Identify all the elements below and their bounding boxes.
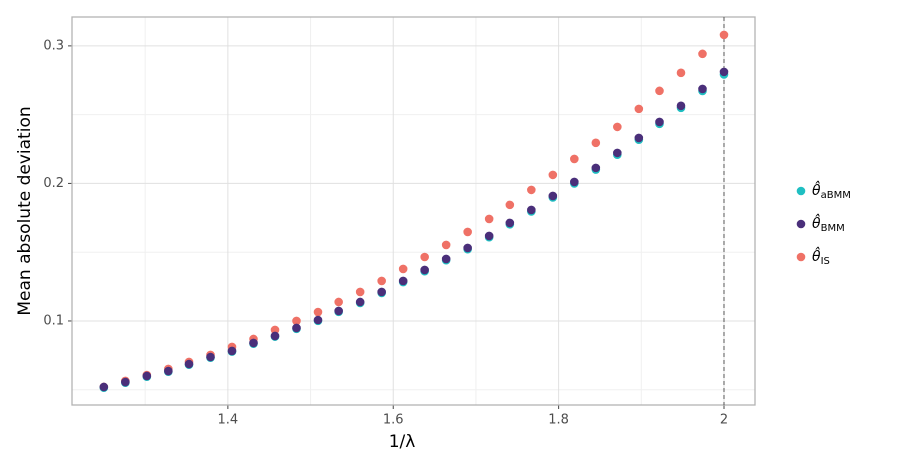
- legend-label: θ̂aBMM: [812, 180, 851, 201]
- y-tick-label: 0.1: [43, 313, 64, 328]
- point: [292, 316, 301, 326]
- point: [441, 240, 451, 250]
- point: [441, 254, 451, 264]
- point: [634, 104, 644, 114]
- point: [676, 101, 686, 111]
- x-tick-label: 2: [720, 413, 728, 428]
- panel-border: [71, 16, 756, 406]
- point: [420, 265, 429, 275]
- point: [142, 371, 152, 381]
- point: [270, 331, 280, 341]
- legend-label: θ̂BMM: [812, 213, 845, 234]
- point: [355, 287, 365, 297]
- point: [249, 338, 258, 348]
- legend-name: IS: [821, 256, 830, 267]
- legend-marker: [796, 186, 806, 196]
- point: [463, 227, 472, 237]
- point: [164, 366, 173, 376]
- point: [505, 200, 515, 210]
- point: [698, 84, 707, 94]
- point: [355, 297, 365, 307]
- point: [334, 306, 343, 316]
- legend-symbol: θ̂: [812, 246, 821, 265]
- point: [121, 377, 130, 387]
- x-axis-label: 1/λ: [389, 432, 416, 452]
- point: [270, 325, 280, 335]
- point: [570, 177, 579, 187]
- point: [591, 163, 601, 173]
- point: [313, 315, 323, 325]
- point: [484, 214, 494, 224]
- point: [227, 346, 237, 356]
- point: [484, 231, 494, 241]
- point: [570, 154, 579, 164]
- x-tick-label: 1.8: [548, 413, 569, 428]
- legend-name: BMM: [821, 223, 845, 234]
- point: [505, 218, 515, 228]
- point: [548, 170, 558, 180]
- legend-symbol: θ̂: [812, 213, 821, 232]
- y-axis-label: Mean absolute deviation: [15, 106, 35, 315]
- point: [398, 276, 408, 286]
- point: [292, 323, 301, 333]
- y-tick-label: 0.2: [43, 176, 64, 191]
- point: [377, 287, 386, 297]
- legend-marker: [796, 252, 806, 262]
- x-tick-label: 1.4: [218, 413, 239, 428]
- point: [634, 133, 644, 143]
- point: [548, 191, 558, 201]
- point: [719, 30, 729, 40]
- point: [99, 382, 109, 392]
- point: [313, 307, 323, 317]
- point: [377, 276, 386, 286]
- legend-label: θ̂IS: [812, 246, 830, 267]
- x-tick-label: 1.6: [383, 413, 404, 428]
- point: [613, 148, 622, 158]
- point: [613, 122, 622, 132]
- point: [655, 117, 664, 127]
- legend-name: aBMM: [821, 190, 851, 201]
- point: [676, 68, 686, 78]
- point: [527, 205, 536, 215]
- point: [719, 67, 729, 77]
- point: [463, 243, 472, 253]
- point: [591, 138, 601, 148]
- point: [184, 359, 194, 369]
- y-tick-label: 0.3: [43, 38, 64, 53]
- point: [698, 49, 707, 59]
- point: [420, 252, 429, 262]
- point: [334, 297, 343, 307]
- point: [398, 264, 408, 274]
- point: [655, 86, 664, 96]
- point: [527, 185, 536, 195]
- legend-symbol: θ̂: [812, 180, 821, 199]
- point: [206, 352, 215, 362]
- legend-marker: [796, 219, 806, 229]
